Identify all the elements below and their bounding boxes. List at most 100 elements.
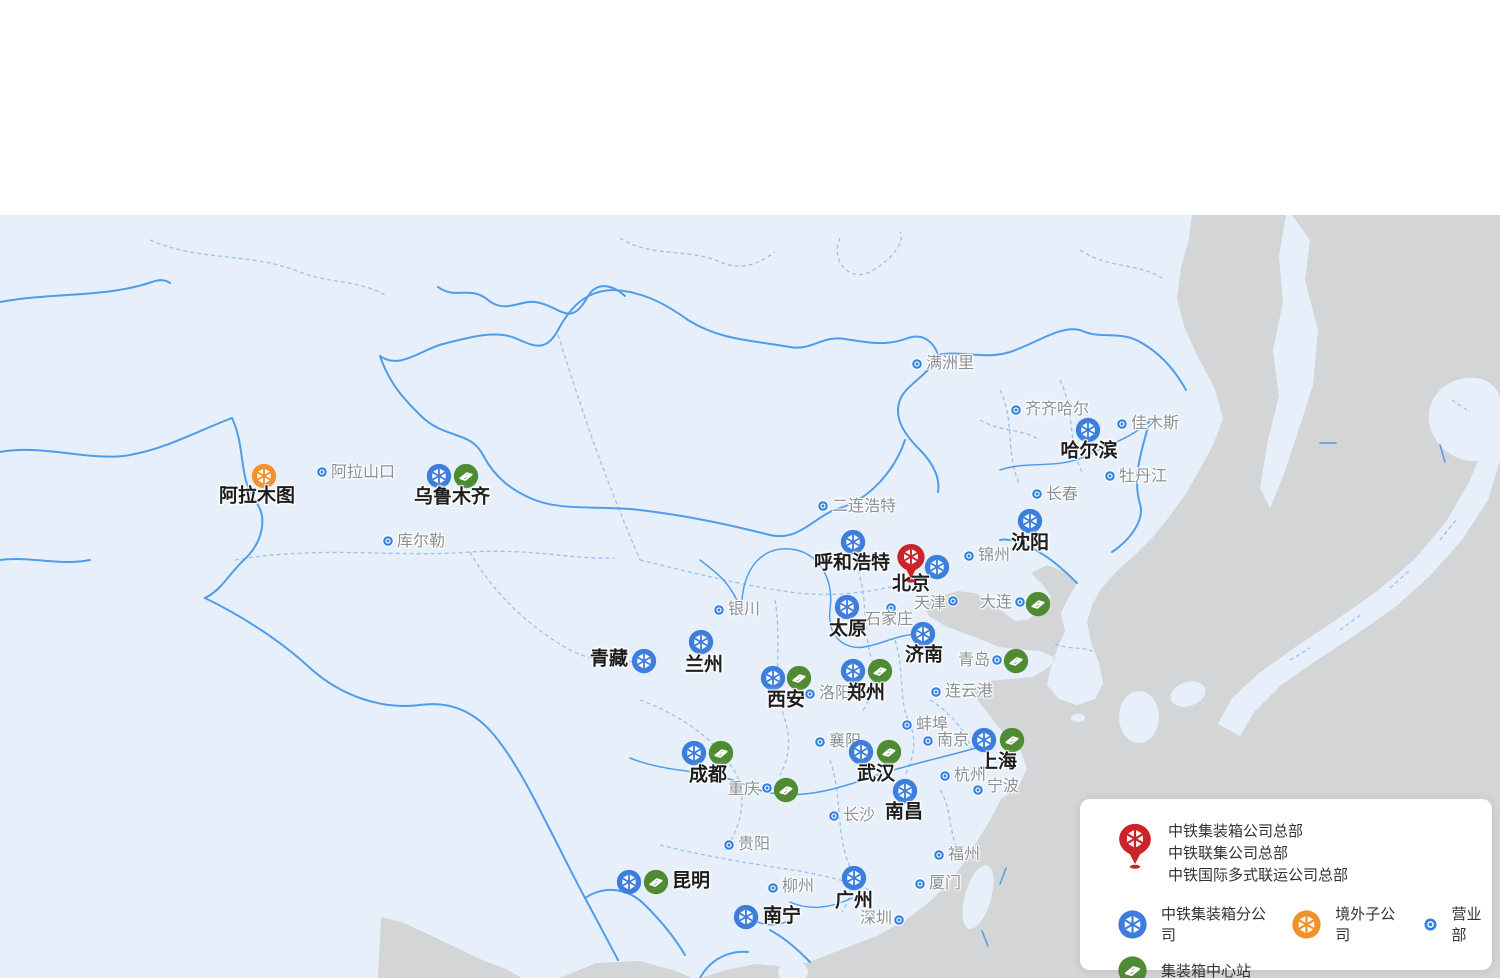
wuhan-branch-marker[interactable]	[848, 739, 874, 765]
hohhot-label: 呼和浩特	[813, 552, 891, 574]
fuzhou-office-marker[interactable]	[933, 849, 945, 861]
xiamen-label: 厦门	[929, 875, 962, 893]
hangzhou-office-marker[interactable]	[939, 770, 951, 782]
dalian-office-marker[interactable]	[1014, 596, 1026, 608]
guangzhou-branch-marker[interactable]	[841, 865, 867, 891]
wuhan-station-marker[interactable]	[876, 739, 902, 765]
business-office-icon	[1422, 916, 1438, 932]
jiamusi-label: 佳木斯	[1131, 415, 1180, 433]
top-blank-band	[0, 0, 1500, 215]
yinchuan-office-marker[interactable]	[713, 604, 725, 616]
shijiazhuang-office-marker[interactable]	[885, 602, 897, 614]
jinzhou-label: 锦州	[978, 547, 1011, 565]
legend-station-label: 集装箱中心站	[1161, 963, 1252, 978]
changsha-label: 长沙	[843, 807, 876, 825]
kunming-station-marker[interactable]	[643, 869, 669, 895]
ningbo-label: 宁波	[987, 778, 1020, 796]
dalian-station-marker[interactable]	[1025, 591, 1051, 617]
luoyang-office-marker[interactable]	[804, 688, 816, 700]
chongqing-station-marker[interactable]	[773, 777, 799, 803]
fuzhou-label: 福州	[948, 846, 981, 864]
jinan-branch-marker[interactable]	[910, 621, 936, 647]
zhengzhou-station-marker[interactable]	[867, 658, 893, 684]
nanchang-label: 南昌	[884, 801, 924, 823]
luoyang-label: 洛阳	[819, 685, 852, 703]
mudanjiang-label: 牡丹江	[1119, 468, 1168, 486]
shanghai-branch-marker[interactable]	[971, 727, 997, 753]
shanghai-station-marker[interactable]	[999, 727, 1025, 753]
erenhot-office-marker[interactable]	[817, 500, 829, 512]
almaty-overseas-marker[interactable]	[251, 463, 277, 489]
legend: 中铁集装箱公司总部 中铁联集公司总部 中铁国际多式联运公司总部 中铁集装箱分公司…	[1080, 799, 1492, 978]
ningbo-office-marker[interactable]	[972, 784, 984, 796]
province-borders	[149, 231, 1471, 913]
guiyang-office-marker[interactable]	[723, 839, 735, 851]
tianjin-label: 天津	[913, 595, 946, 613]
lianyungang-office-marker[interactable]	[930, 686, 942, 698]
liuzhou-office-marker[interactable]	[767, 882, 779, 894]
beijing-branch-marker[interactable]	[924, 554, 950, 580]
chongqing-office-marker[interactable]	[761, 782, 773, 794]
urumqi-station-marker[interactable]	[453, 463, 479, 489]
changchun-office-marker[interactable]	[1031, 488, 1043, 500]
xian-station-marker[interactable]	[786, 665, 812, 691]
korla-office-marker[interactable]	[382, 535, 394, 547]
liuzhou-label: 柳州	[782, 878, 815, 896]
qingdao-label: 青岛	[957, 652, 990, 670]
erenhot-label: 二连浩特	[832, 498, 897, 516]
kunming-branch-marker[interactable]	[616, 869, 642, 895]
manzhouli-office-marker[interactable]	[911, 358, 923, 370]
legend-hq-line-3: 中铁国际多式联运公司总部	[1168, 867, 1349, 884]
jinzhou-office-marker[interactable]	[963, 550, 975, 562]
legend-hq-row: 中铁集装箱公司总部 中铁联集公司总部 中铁国际多式联运公司总部	[1118, 821, 1492, 887]
shenzhen-office-marker[interactable]	[893, 914, 905, 926]
qingzang-branch-marker[interactable]	[631, 648, 657, 674]
qingdao-station-marker[interactable]	[1003, 648, 1029, 674]
lanzhou-branch-marker[interactable]	[688, 629, 714, 655]
nanning-branch-marker[interactable]	[733, 904, 759, 930]
harbin-branch-marker[interactable]	[1075, 417, 1101, 443]
lianyungang-label: 连云港	[945, 683, 994, 701]
beijing-hq-marker[interactable]	[897, 543, 926, 583]
shanghai-label: 上海	[978, 751, 1018, 773]
urumqi-label: 乌鲁木齐	[413, 486, 491, 508]
changsha-office-marker[interactable]	[828, 810, 840, 822]
container-station-icon	[1118, 956, 1147, 978]
tianjin-office-marker[interactable]	[947, 595, 959, 607]
nanjing-office-marker[interactable]	[922, 735, 934, 747]
shenyang-branch-marker[interactable]	[1017, 508, 1043, 534]
urumqi-branch-marker[interactable]	[426, 463, 452, 489]
mudanjiang-office-marker[interactable]	[1104, 470, 1116, 482]
legend-row-companies: 中铁集装箱分公司 境外子公司 营业部	[1118, 903, 1492, 945]
bengbu-office-marker[interactable]	[901, 719, 913, 731]
nanchang-branch-marker[interactable]	[892, 778, 918, 804]
jiamusi-office-marker[interactable]	[1116, 418, 1128, 430]
zhengzhou-branch-marker[interactable]	[840, 658, 866, 684]
national-borders	[0, 279, 1187, 978]
xiangyang-office-marker[interactable]	[814, 736, 826, 748]
alashankou-office-marker[interactable]	[316, 466, 328, 478]
shenzhen-label: 深圳	[859, 910, 892, 928]
chengdu-station-marker[interactable]	[708, 740, 734, 766]
xian-branch-marker[interactable]	[760, 665, 786, 691]
chongqing-label: 重庆	[727, 781, 760, 799]
shijiazhuang-label: 石家庄	[864, 611, 914, 629]
kunming-label: 昆明	[672, 870, 711, 892]
qiqihar-label: 齐齐哈尔	[1025, 401, 1090, 419]
chengdu-branch-marker[interactable]	[681, 740, 707, 766]
legend-hq-line-1: 中铁集装箱公司总部	[1168, 823, 1304, 840]
hohhot-branch-marker[interactable]	[840, 529, 866, 555]
sea-south	[560, 961, 692, 978]
xiamen-office-marker[interactable]	[914, 878, 926, 890]
harbin-label: 哈尔滨	[1060, 440, 1118, 462]
qiqihar-office-marker[interactable]	[1010, 404, 1022, 416]
guangzhou-label: 广州	[834, 890, 874, 912]
jinan-label: 济南	[904, 644, 944, 666]
korla-label: 库尔勒	[397, 533, 446, 551]
yinchuan-label: 银川	[728, 601, 761, 619]
taiyuan-branch-marker[interactable]	[834, 594, 860, 620]
qingdao-office-marker[interactable]	[991, 654, 1003, 666]
